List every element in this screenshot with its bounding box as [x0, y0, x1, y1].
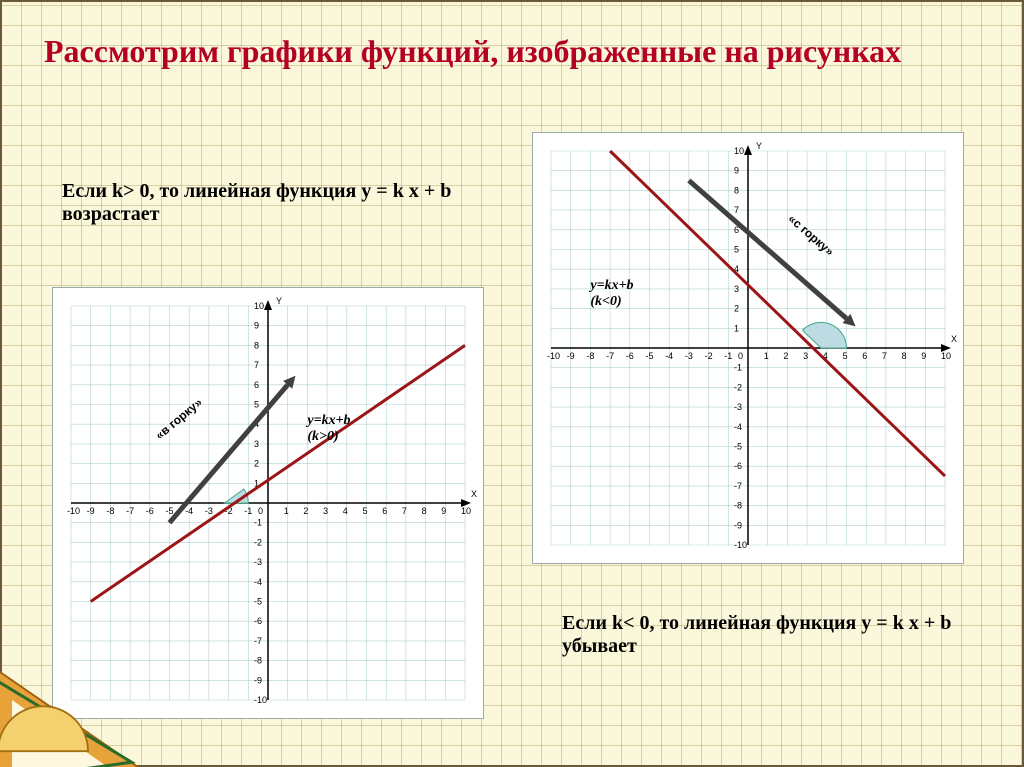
- svg-text:7: 7: [254, 360, 259, 370]
- right-caption: Если k< 0, то линейная функция у = k х +…: [562, 612, 982, 658]
- svg-text:6: 6: [254, 380, 259, 390]
- svg-text:9: 9: [734, 166, 739, 176]
- svg-text:3: 3: [323, 506, 328, 516]
- svg-text:-2: -2: [705, 351, 713, 361]
- svg-text:y=kx+b: y=kx+b: [588, 278, 633, 293]
- svg-text:-4: -4: [254, 577, 262, 587]
- svg-text:-8: -8: [106, 506, 114, 516]
- svg-text:2: 2: [734, 304, 739, 314]
- svg-text:-6: -6: [734, 461, 742, 471]
- svg-text:-5: -5: [166, 506, 174, 516]
- chart-svg-right: XY-10-9-8-7-6-5-4-3-2-112345678910-10-9-…: [532, 132, 964, 564]
- slide: { "title": "Рассмотрим графики функций, …: [0, 0, 1024, 767]
- svg-text:-4: -4: [665, 351, 673, 361]
- svg-text:-7: -7: [606, 351, 614, 361]
- svg-text:6: 6: [382, 506, 387, 516]
- svg-text:10: 10: [734, 146, 744, 156]
- svg-text:-4: -4: [185, 506, 193, 516]
- svg-text:0: 0: [258, 506, 263, 516]
- svg-text:9: 9: [921, 351, 926, 361]
- svg-text:4: 4: [343, 506, 348, 516]
- svg-text:-9: -9: [87, 506, 95, 516]
- svg-text:Y: Y: [276, 296, 282, 306]
- svg-text:1: 1: [284, 506, 289, 516]
- svg-text:-10: -10: [254, 695, 267, 705]
- svg-text:1: 1: [734, 323, 739, 333]
- svg-text:-3: -3: [254, 557, 262, 567]
- svg-text:-3: -3: [734, 402, 742, 412]
- svg-text:-2: -2: [254, 537, 262, 547]
- svg-text:8: 8: [902, 351, 907, 361]
- svg-text:-5: -5: [646, 351, 654, 361]
- svg-text:-3: -3: [685, 351, 693, 361]
- chart-svg-left: XY-10-9-8-7-6-5-4-3-2-112345678910-10-9-…: [52, 287, 484, 719]
- svg-text:3: 3: [803, 351, 808, 361]
- svg-text:3: 3: [254, 439, 259, 449]
- svg-text:-2: -2: [734, 382, 742, 392]
- svg-text:Y: Y: [756, 141, 762, 151]
- svg-text:-9: -9: [734, 520, 742, 530]
- svg-text:0: 0: [738, 351, 743, 361]
- svg-text:-7: -7: [254, 636, 262, 646]
- svg-text:6: 6: [862, 351, 867, 361]
- svg-text:-10: -10: [67, 506, 80, 516]
- svg-text:(k<0): (k<0): [590, 294, 621, 309]
- svg-text:«в горку»: «в горку»: [153, 395, 206, 442]
- svg-text:(k>0): (k>0): [307, 429, 338, 444]
- svg-text:7: 7: [402, 506, 407, 516]
- svg-text:X: X: [471, 489, 477, 499]
- svg-text:y=kx+b: y=kx+b: [305, 413, 350, 428]
- svg-text:8: 8: [422, 506, 427, 516]
- svg-text:-1: -1: [724, 351, 732, 361]
- svg-text:1: 1: [764, 351, 769, 361]
- svg-text:-5: -5: [254, 597, 262, 607]
- svg-text:9: 9: [254, 321, 259, 331]
- svg-text:X: X: [951, 334, 957, 344]
- svg-text:-1: -1: [734, 363, 742, 373]
- svg-text:-7: -7: [734, 481, 742, 491]
- svg-text:10: 10: [254, 301, 264, 311]
- svg-text:10: 10: [941, 351, 951, 361]
- svg-text:8: 8: [734, 185, 739, 195]
- svg-text:-6: -6: [626, 351, 634, 361]
- svg-text:-8: -8: [586, 351, 594, 361]
- svg-text:10: 10: [461, 506, 471, 516]
- svg-text:-6: -6: [254, 616, 262, 626]
- page-title: Рассмотрим графики функций, изображенные…: [44, 32, 944, 70]
- svg-text:-9: -9: [254, 675, 262, 685]
- svg-text:7: 7: [882, 351, 887, 361]
- svg-text:2: 2: [254, 459, 259, 469]
- svg-text:-7: -7: [126, 506, 134, 516]
- svg-text:-3: -3: [205, 506, 213, 516]
- left-caption: Если k> 0, то линейная функция у = k х +…: [62, 180, 482, 226]
- svg-text:-9: -9: [567, 351, 575, 361]
- chart-decreasing: XY-10-9-8-7-6-5-4-3-2-112345678910-10-9-…: [532, 132, 964, 569]
- svg-text:-1: -1: [244, 506, 252, 516]
- svg-text:-8: -8: [254, 656, 262, 666]
- svg-text:-8: -8: [734, 501, 742, 511]
- svg-text:9: 9: [441, 506, 446, 516]
- svg-text:5: 5: [254, 400, 259, 410]
- svg-text:7: 7: [734, 205, 739, 215]
- svg-text:-6: -6: [146, 506, 154, 516]
- svg-text:8: 8: [254, 340, 259, 350]
- svg-text:2: 2: [783, 351, 788, 361]
- svg-text:-10: -10: [734, 540, 747, 550]
- svg-text:3: 3: [734, 284, 739, 294]
- svg-text:2: 2: [303, 506, 308, 516]
- svg-text:5: 5: [734, 245, 739, 255]
- svg-text:-5: -5: [734, 442, 742, 452]
- chart-increasing: XY-10-9-8-7-6-5-4-3-2-112345678910-10-9-…: [52, 287, 484, 724]
- svg-text:-1: -1: [254, 518, 262, 528]
- svg-text:-4: -4: [734, 422, 742, 432]
- svg-text:5: 5: [843, 351, 848, 361]
- svg-text:«с горку»: «с горку»: [785, 212, 837, 259]
- svg-text:-10: -10: [547, 351, 560, 361]
- svg-text:5: 5: [363, 506, 368, 516]
